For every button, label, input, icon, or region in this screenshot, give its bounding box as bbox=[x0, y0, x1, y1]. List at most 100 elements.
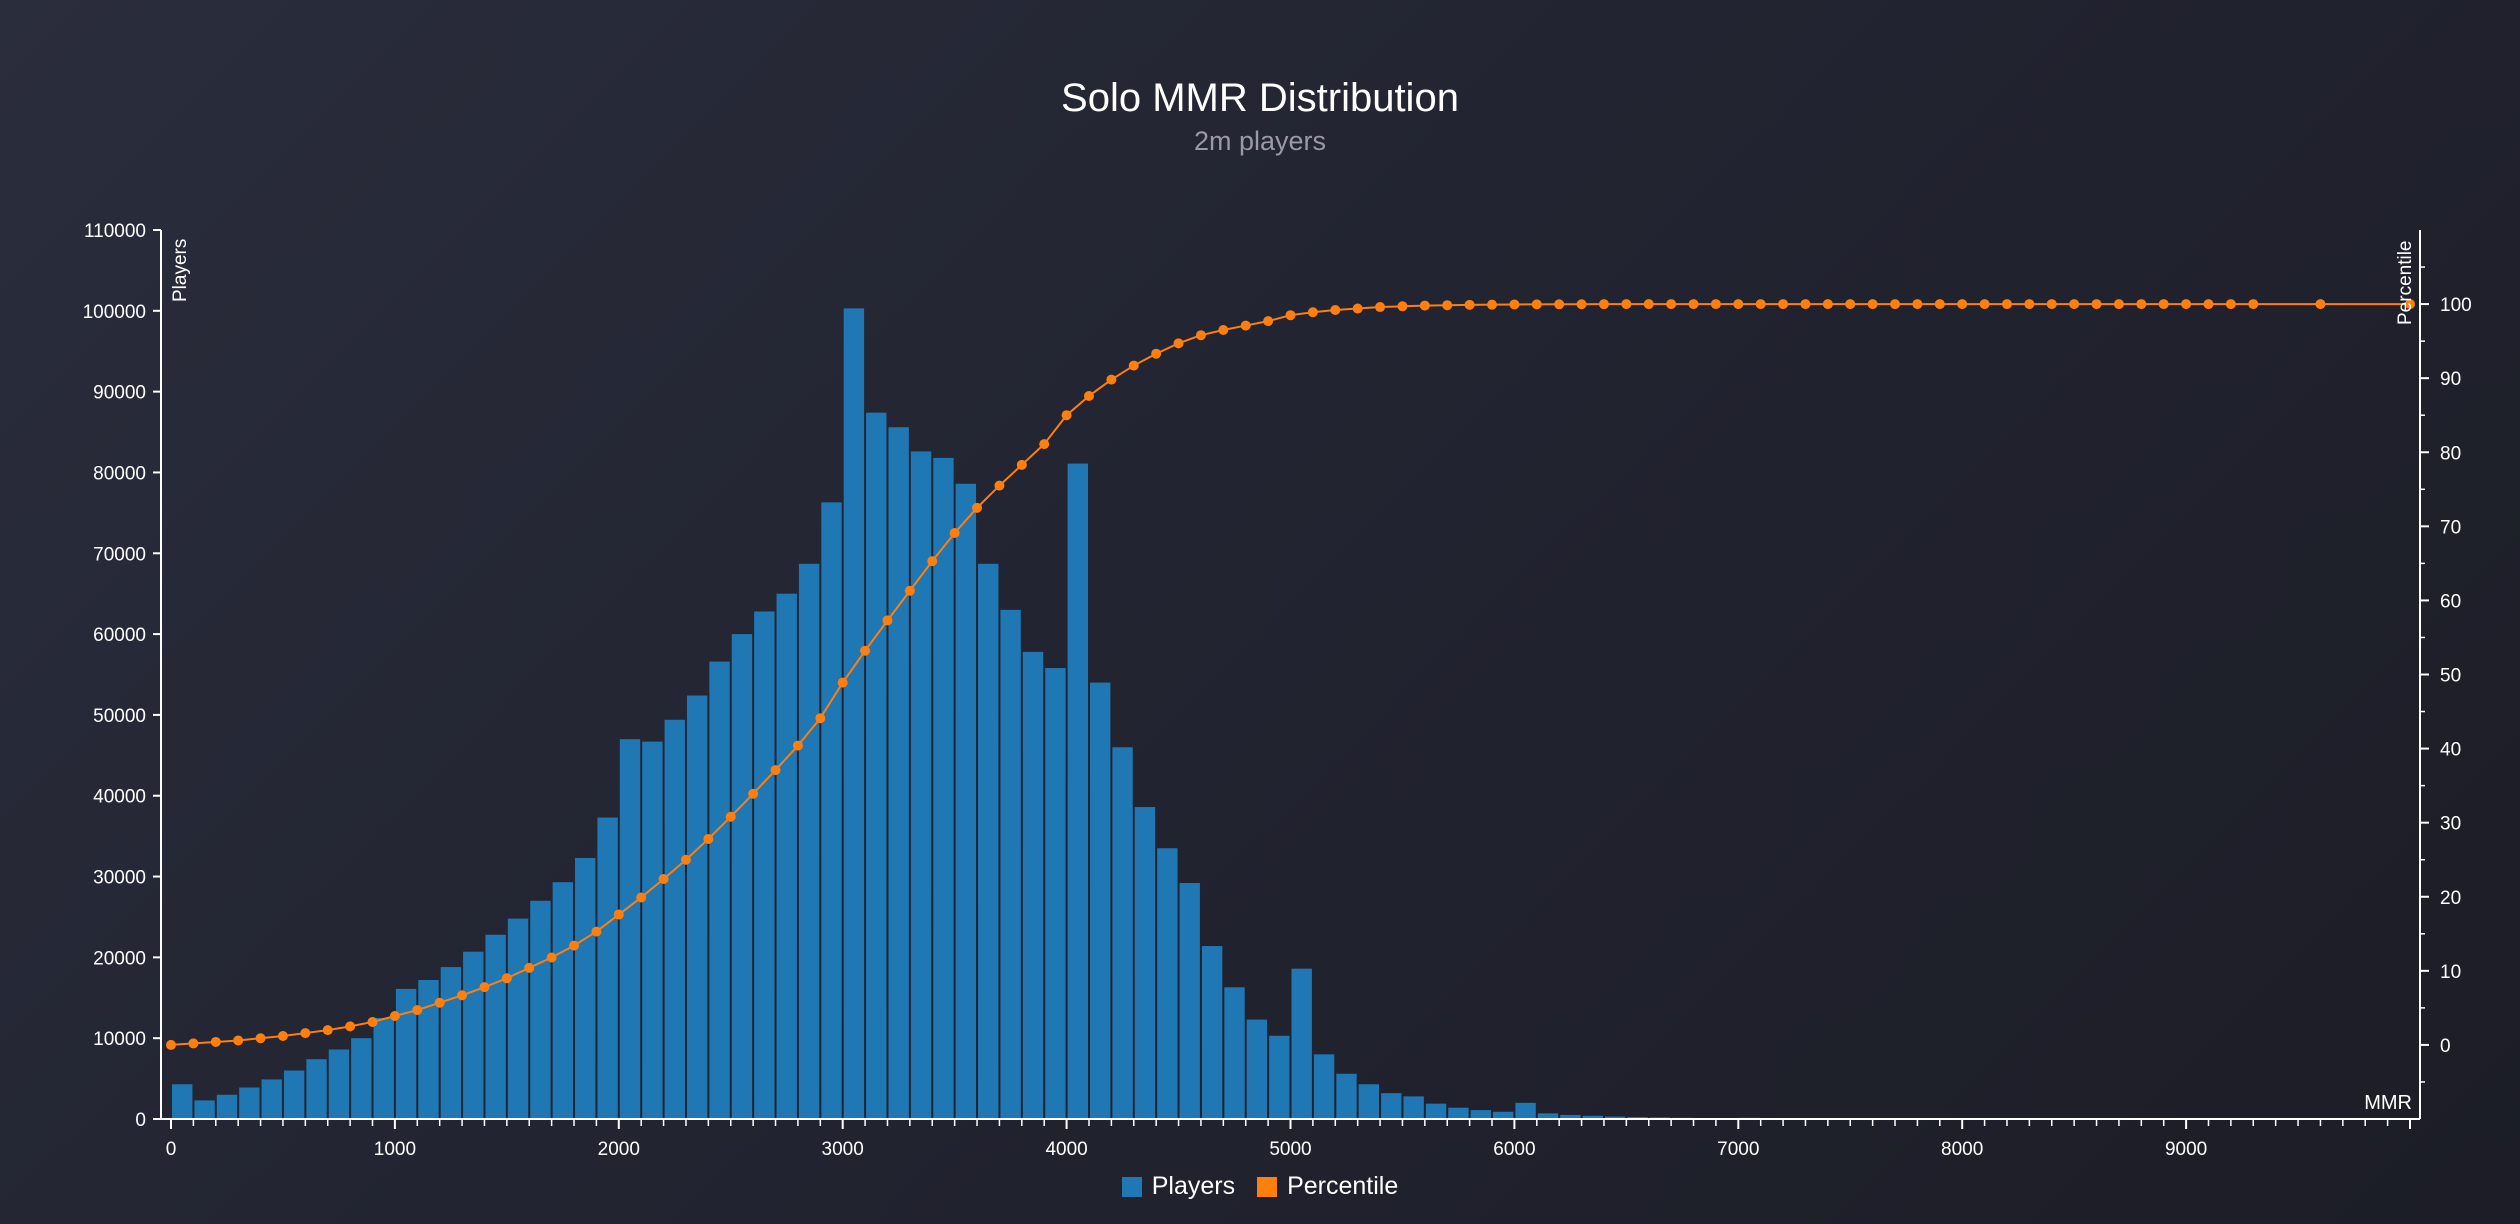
x-tick-label: 4000 bbox=[1045, 1139, 1087, 1160]
bar bbox=[1224, 987, 1245, 1119]
bar bbox=[1470, 1110, 1492, 1119]
bar bbox=[328, 1049, 350, 1119]
percentile-point bbox=[1800, 299, 1811, 310]
percentile-point bbox=[1934, 299, 1945, 310]
percentile-point bbox=[1307, 307, 1318, 318]
percentile-point bbox=[1666, 299, 1677, 310]
legend-item-players[interactable]: Players bbox=[1121, 1172, 1235, 1201]
bar bbox=[1000, 609, 1021, 1119]
y-tick-label: 0 bbox=[135, 1110, 146, 1131]
percentile-point bbox=[277, 1031, 288, 1042]
percentile-point bbox=[367, 1016, 378, 1027]
percentile-point bbox=[389, 1011, 400, 1022]
percentile-line-path bbox=[170, 303, 2410, 1046]
x-tick-label: 9000 bbox=[2165, 1139, 2207, 1160]
percentile-point bbox=[994, 480, 1005, 491]
percentile-point bbox=[1688, 299, 1699, 310]
percentile-point bbox=[1464, 299, 1475, 310]
percentile-point bbox=[1822, 299, 1833, 310]
chart-subtitle: 2m players bbox=[1193, 126, 1327, 156]
bar bbox=[1381, 1093, 1402, 1119]
percentile-point bbox=[1218, 325, 1229, 336]
x-tick-label: 0 bbox=[166, 1139, 177, 1160]
percentile-point bbox=[725, 811, 736, 822]
percentile-point bbox=[815, 713, 826, 724]
y-axis-label: Players bbox=[170, 239, 191, 302]
percentile-point bbox=[1621, 299, 1632, 310]
players-bars bbox=[172, 308, 1783, 1120]
y-tick-label: 80000 bbox=[93, 463, 146, 484]
percentile-point bbox=[300, 1028, 311, 1039]
percentile-point bbox=[658, 873, 669, 884]
percentile-point bbox=[210, 1036, 221, 1047]
x-tick-label: 6000 bbox=[1493, 1139, 1535, 1160]
percentile-point bbox=[1285, 310, 1296, 321]
bar bbox=[686, 695, 708, 1119]
percentile-point bbox=[233, 1035, 244, 1046]
percentile-point bbox=[2001, 299, 2012, 310]
bar bbox=[395, 988, 417, 1119]
y-tick-label: 20000 bbox=[93, 948, 146, 969]
percentile-point bbox=[1487, 299, 1498, 310]
x-tick-label: 8000 bbox=[1941, 1139, 1983, 1160]
bar bbox=[351, 1038, 372, 1119]
legend: Players Percentile bbox=[0, 1172, 2520, 1201]
percentile-point bbox=[1419, 300, 1430, 311]
y2-tick-label: 80 bbox=[2440, 443, 2461, 464]
percentile-point bbox=[1957, 299, 1968, 310]
y-tick-label: 10000 bbox=[93, 1029, 146, 1050]
percentile-point bbox=[1867, 299, 1878, 310]
legend-item-percentile[interactable]: Percentile bbox=[1257, 1172, 1398, 1201]
bar bbox=[1425, 1103, 1447, 1119]
bar bbox=[843, 308, 865, 1119]
percentile-point bbox=[1890, 299, 1901, 310]
bar bbox=[1336, 1073, 1357, 1119]
percentile-point bbox=[613, 909, 624, 920]
percentile-point bbox=[2203, 299, 2214, 310]
percentile-point bbox=[1554, 299, 1565, 310]
percentile-swatch bbox=[1257, 1176, 1278, 1197]
percentile-point bbox=[1755, 299, 1766, 310]
bar bbox=[933, 457, 954, 1119]
percentile-point bbox=[703, 833, 714, 844]
percentile-point bbox=[1509, 299, 1520, 310]
bar bbox=[306, 1059, 327, 1119]
percentile-point bbox=[2136, 299, 2147, 310]
bar bbox=[485, 934, 506, 1119]
percentile-point bbox=[1173, 338, 1184, 349]
bar bbox=[1201, 946, 1223, 1119]
bar bbox=[418, 979, 439, 1119]
percentile-point bbox=[1733, 299, 1744, 310]
y2-tick-label: 70 bbox=[2440, 517, 2461, 538]
percentile-point bbox=[792, 740, 803, 751]
percentile-point bbox=[1576, 299, 1587, 310]
percentile-point bbox=[2405, 299, 2415, 310]
bar bbox=[1627, 1116, 1648, 1119]
percentile-point bbox=[412, 1005, 423, 1016]
x-axis-label: MMR bbox=[2364, 1092, 2412, 1114]
bar bbox=[1157, 848, 1178, 1119]
bar bbox=[1089, 682, 1111, 1119]
bar bbox=[507, 918, 529, 1119]
percentile-point bbox=[2158, 299, 2169, 310]
bar bbox=[776, 593, 797, 1119]
percentile-point bbox=[2315, 299, 2326, 310]
y2-tick-label: 0 bbox=[2440, 1036, 2451, 1057]
percentile-point bbox=[1016, 459, 1027, 470]
percentile-point bbox=[2225, 299, 2236, 310]
bar bbox=[1022, 651, 1044, 1119]
bar bbox=[1313, 1054, 1335, 1119]
percentile-point bbox=[1106, 374, 1117, 385]
percentile-point bbox=[1061, 410, 1072, 421]
bar bbox=[1560, 1114, 1581, 1119]
bar bbox=[239, 1087, 260, 1119]
x-tick-label: 1000 bbox=[374, 1139, 416, 1160]
bar bbox=[261, 1079, 282, 1119]
bar bbox=[440, 967, 462, 1119]
bar bbox=[552, 882, 574, 1119]
percentile-point bbox=[188, 1038, 199, 1049]
percentile-point bbox=[1128, 360, 1139, 371]
percentile-point bbox=[927, 556, 938, 567]
y-tick-label: 30000 bbox=[93, 868, 146, 889]
